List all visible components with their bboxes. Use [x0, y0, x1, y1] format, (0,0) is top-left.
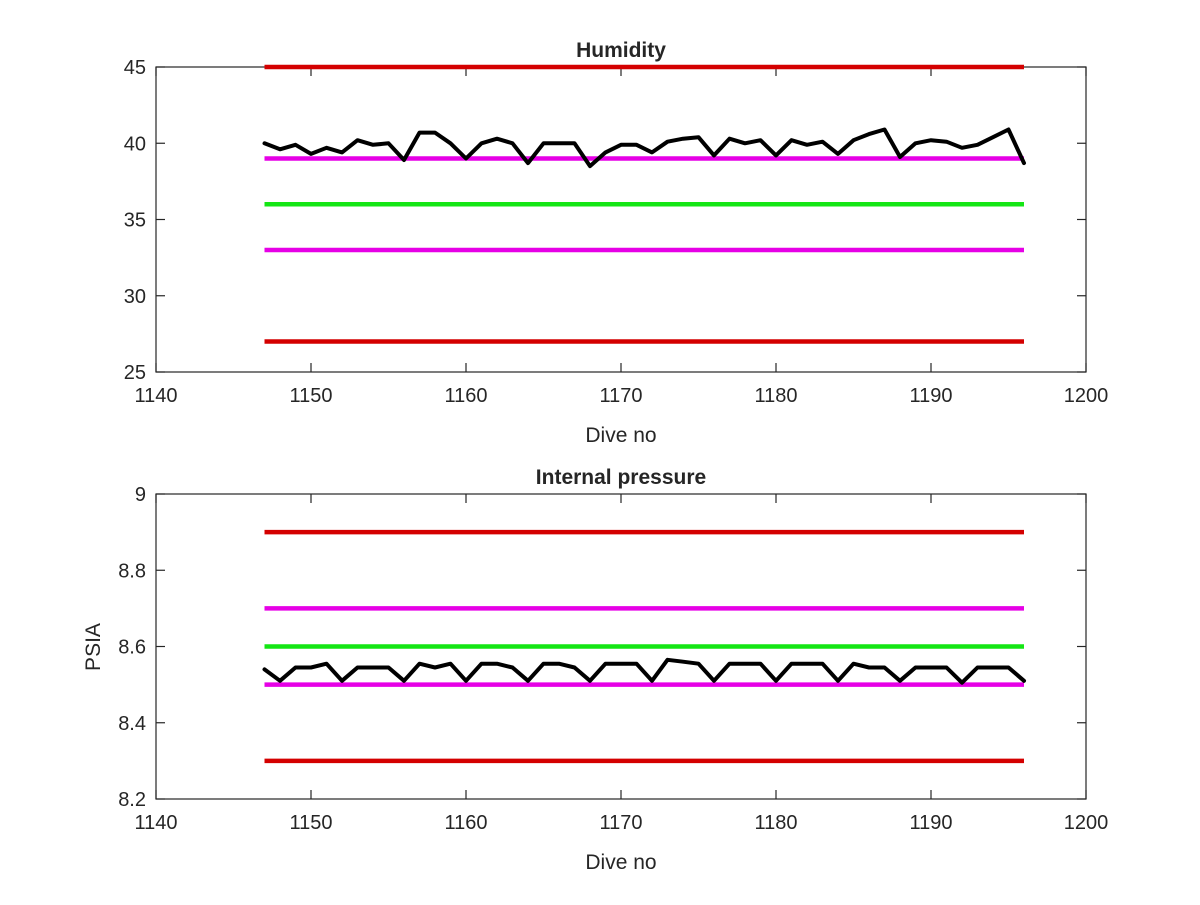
- series-line: [262, 127, 1026, 169]
- y-tick-label: 35: [124, 210, 146, 232]
- tick-marks: [155, 493, 1087, 800]
- y-tick-label: 8.6: [118, 637, 146, 659]
- x-tick-label: 1160: [444, 385, 487, 407]
- series-line: [262, 657, 1026, 685]
- threshold-lines: [264, 64, 1024, 344]
- threshold-lines: [264, 529, 1024, 764]
- tick-labels: 1140 1150 1160 1170 1180 1190 1200 8.2 8.4 8.6 8.8…: [118, 484, 1108, 834]
- y-tick-label: 9: [135, 484, 146, 506]
- x-tick-label: 1190: [909, 812, 952, 834]
- data-series: [262, 657, 1026, 685]
- x-tick-label: 1200: [1064, 385, 1109, 407]
- y-tick-label: 30: [124, 286, 146, 308]
- y-axis-label: PSIA: [82, 623, 105, 671]
- x-axis-label: Dive no: [585, 851, 656, 874]
- x-tick-label: 1190: [909, 385, 952, 407]
- x-tick-label: 1180: [754, 385, 797, 407]
- data-series: [262, 127, 1026, 169]
- axes-box: [155, 66, 1087, 373]
- y-tick-label: 8.8: [118, 560, 146, 582]
- x-tick-label: 1150: [289, 812, 332, 834]
- y-tick-label: 8.2: [118, 789, 146, 811]
- x-tick-label: 1150: [289, 385, 332, 407]
- y-tick-label: 40: [124, 133, 146, 155]
- subplot-humidity: 1140 1150 1160 1170 1180 1190 1200 25 30 35 40 45 H…: [124, 39, 1109, 447]
- x-tick-label: 1170: [599, 812, 642, 834]
- y-tick-label: 25: [124, 362, 146, 384]
- x-tick-label: 1170: [599, 385, 642, 407]
- x-tick-label: 1140: [134, 812, 177, 834]
- chart-title: Humidity: [576, 39, 666, 62]
- subplot-internal-pressure: 1140 1150 1160 1170 1180 1190 1200 8.2 8.4 8.6 8.8…: [82, 466, 1108, 874]
- x-tick-label: 1140: [134, 385, 177, 407]
- tick-labels: 1140 1150 1160 1170 1180 1190 1200 25 30 35 40 45: [124, 57, 1109, 407]
- chart-title: Internal pressure: [536, 466, 706, 489]
- x-tick-label: 1160: [444, 812, 487, 834]
- x-axis-label: Dive no: [585, 424, 656, 447]
- y-tick-label: 8.4: [118, 713, 146, 735]
- x-tick-label: 1200: [1064, 812, 1109, 834]
- y-tick-label: 45: [124, 57, 146, 79]
- x-tick-label: 1180: [754, 812, 797, 834]
